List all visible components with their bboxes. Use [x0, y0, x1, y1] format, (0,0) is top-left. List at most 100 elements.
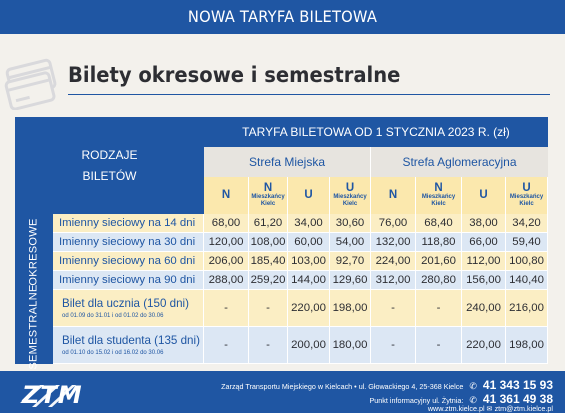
table-row-name: Bilet dla studenta (135 dni) od 01.10 do …: [53, 327, 204, 364]
table-cell-price: 129,60: [330, 271, 371, 290]
group-label-okresowe: OKRESOWE: [15, 214, 53, 290]
column-header-main: N: [263, 182, 273, 194]
column-header-main: U: [304, 189, 313, 201]
table-cell-price: 100,80: [506, 252, 548, 271]
column-header-sub: Mieszkańcy: [333, 194, 367, 200]
footer-phone-2[interactable]: 41 361 49 38: [482, 392, 553, 406]
column-header: N: [371, 177, 416, 214]
column-header-sub: Mieszkańcy: [421, 194, 456, 200]
column-header: N: [204, 177, 249, 214]
table-cell-price: 312,00: [371, 271, 416, 290]
zone-city-header: Strefa Miejska: [204, 147, 371, 177]
table-cell-price: 216,00: [506, 290, 548, 327]
table-cell-price: -: [204, 327, 249, 364]
table-row-name: Bilet dla ucznia (150 dni) od 01.09 do 31…: [53, 290, 204, 327]
ticket-types-header-line1: RODZAJE: [81, 147, 138, 162]
table-cell-price: 59,40: [506, 233, 548, 252]
table-row-name: Imienny sieciowy na 90 dni: [53, 271, 204, 290]
column-header-sub: Kielc: [519, 201, 534, 207]
title-underline: [68, 94, 550, 95]
zone-city-label: Strefa Miejska: [248, 155, 326, 169]
column-header-sub: Mieszkańcy: [509, 194, 544, 200]
fare-table: RODZAJE BILETÓW TARYFA BILETOWA OD 1 STY…: [15, 117, 548, 370]
table-cell-price: 108,00: [249, 233, 288, 252]
tariff-header: TARYFA BILETOWA OD 1 STYCZNIA 2023 R. (z…: [204, 117, 548, 147]
column-header: U: [462, 177, 506, 214]
banner-title: NOWA TARYFA BILETOWA: [187, 7, 378, 26]
table-cell-price: 76,00: [371, 214, 416, 233]
table-cell-price: -: [416, 327, 462, 364]
table-cell-price: 103,00: [288, 252, 330, 271]
ticket-validity: od 01.09 do 31.01 i od 01.02 do 30.06: [62, 313, 164, 319]
footer-web-email[interactable]: www.ztm.kielce.pl ✉ ztm@ztm.kielce.pl: [427, 404, 553, 413]
table-cell-price: 54,00: [330, 233, 371, 252]
table-cell-price: 61,20: [249, 214, 288, 233]
table-cell-price: -: [249, 327, 288, 364]
column-header-sub: Mieszkańcy: [251, 194, 285, 200]
table-cell-price: 112,00: [462, 252, 506, 271]
table-cell-price: 68,40: [416, 214, 462, 233]
table-cell-price: 120,00: [204, 233, 249, 252]
table-cell-price: 140,40: [506, 271, 548, 290]
footer-info-line: Punkt informacyjny ul. Żytnia: ✆ 41 361 …: [370, 392, 554, 406]
table-cell-price: 118,80: [416, 233, 462, 252]
footer-address-line: Zarząd Transportu Miejskiego w Kielcach …: [221, 378, 553, 392]
table-cell-price: 198,00: [330, 290, 371, 327]
ticket-validity: od 01.10 do 15.02 i od 16.02 do 30.06: [62, 350, 164, 356]
column-header: N Mieszkańcy Kielc: [249, 177, 288, 214]
table-cell-price: -: [371, 327, 416, 364]
column-header-sub: Kielc: [260, 201, 276, 207]
column-header: U Mieszkańcy Kielc: [330, 177, 371, 214]
table-cell-price: 144,00: [288, 271, 330, 290]
footer-info-point: Punkt informacyjny ul. Żytnia:: [369, 396, 464, 405]
table-cell-price: 66,00: [462, 233, 506, 252]
column-header-main: N: [388, 189, 398, 201]
group-label-semestralne-text: SEMESTRALNE: [28, 284, 40, 370]
column-header-main: U: [479, 189, 488, 201]
table-cell-price: 180,00: [330, 327, 371, 364]
footer-address: Zarząd Transportu Miejskiego w Kielcach …: [221, 382, 464, 391]
zone-agglomeration-header: Strefa Aglomeracyjna: [371, 147, 548, 177]
table-cell-price: 60,00: [288, 233, 330, 252]
column-header: U: [288, 177, 330, 214]
table-cell-price: 68,00: [204, 214, 249, 233]
table-cell-price: 240,00: [462, 290, 506, 327]
table-cell-price: 92,70: [330, 252, 371, 271]
table-cell-price: -: [371, 290, 416, 327]
zone-agglomeration-label: Strefa Aglomeracyjna: [402, 155, 517, 169]
table-cell-price: 201,60: [416, 252, 462, 271]
table-row-name: Imienny sieciowy na 60 dni: [53, 252, 204, 271]
table-cell-price: 220,00: [288, 290, 330, 327]
group-label-semestralne: SEMESTRALNE: [15, 284, 53, 370]
footer-phone-1[interactable]: 41 343 15 93: [482, 378, 553, 392]
table-row-name: Imienny sieciowy na 14 dni: [53, 214, 204, 233]
table-cell-price: 34,20: [506, 214, 548, 233]
column-header-main: N: [221, 189, 231, 201]
tariff-header-text: TARYFA BILETOWA OD 1 STYCZNIA 2023 R. (z…: [242, 125, 510, 139]
phone-icon: ✆: [469, 381, 477, 391]
column-header-sub: Kielc: [342, 201, 358, 207]
group-label-okresowe-text: OKRESOWE: [28, 218, 40, 286]
footer: ZTM Zarząd Transportu Miejskiego w Kielc…: [0, 371, 565, 413]
column-header: N Mieszkańcy Kielc: [416, 177, 462, 214]
table-cell-price: 34,00: [288, 214, 330, 233]
table-cell-price: 185,40: [249, 252, 288, 271]
table-cell-price: -: [249, 290, 288, 327]
ticket-name: Bilet dla ucznia (150 dni): [62, 297, 189, 310]
table-cell-price: -: [204, 290, 249, 327]
table-cell-price: 206,00: [204, 252, 249, 271]
column-header-main: N: [434, 182, 443, 194]
top-banner: NOWA TARYFA BILETOWA: [0, 0, 565, 34]
table-cell-price: 132,00: [371, 233, 416, 252]
column-header: U Mieszkańcy Kielc: [506, 177, 548, 214]
phone-icon: ✆: [469, 395, 477, 405]
table-cell-price: 38,00: [462, 214, 506, 233]
ticket-types-header-line2: BILETÓW: [82, 168, 137, 183]
table-cell-price: 259,20: [249, 271, 288, 290]
table-cell-price: -: [416, 290, 462, 327]
table-row-name: Imienny sieciowy na 30 dni: [53, 233, 204, 252]
ticket-name: Bilet dla studenta (135 dni): [62, 334, 200, 347]
ticket-types-header: RODZAJE BILETÓW: [15, 117, 204, 214]
column-header-main: U: [345, 182, 355, 194]
table-cell-price: 156,00: [462, 271, 506, 290]
